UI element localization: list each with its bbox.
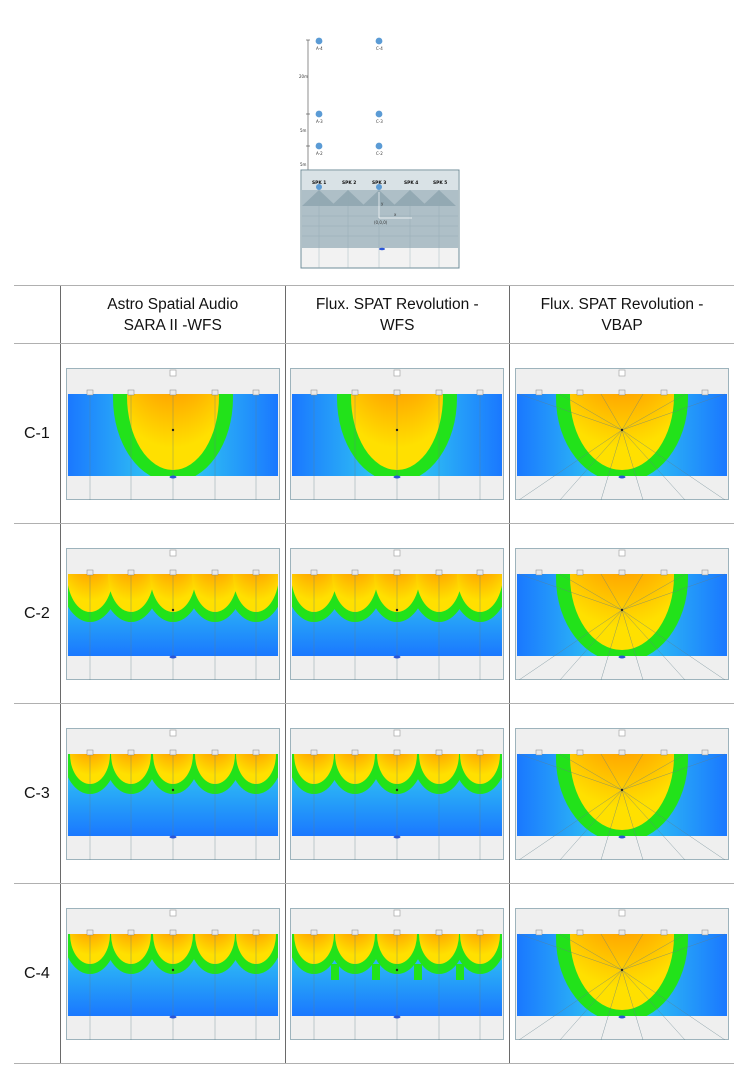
corner-cell bbox=[14, 285, 61, 344]
sim-cell bbox=[509, 883, 734, 1064]
column-header-sara: Astro Spatial Audio SARA II -WFS bbox=[60, 285, 285, 344]
sound-field-map bbox=[65, 907, 280, 1040]
sim-cell bbox=[284, 523, 510, 704]
source-label: A-3 bbox=[316, 119, 323, 124]
sound-field-map bbox=[65, 727, 280, 860]
source-position-a1 bbox=[316, 184, 322, 190]
comparison-table: Astro Spatial Audio SARA II -WFS Flux. S… bbox=[14, 285, 734, 1064]
sound-field-map bbox=[515, 367, 729, 500]
sim-cell bbox=[284, 703, 510, 884]
sound-field-map bbox=[290, 367, 505, 500]
source-label: C-4 bbox=[376, 46, 383, 51]
speaker-label: SPK 5 bbox=[433, 180, 447, 186]
stage-area: SPK 1 SPK 2 SPK 3 SPK 4 SPK 5 y x (0,0,0… bbox=[300, 169, 460, 269]
row-label: C-3 bbox=[14, 703, 61, 884]
sound-field-map bbox=[515, 907, 729, 1040]
speaker-label: SPK 4 bbox=[404, 180, 418, 186]
sim-cell bbox=[60, 883, 285, 1064]
sim-cell bbox=[509, 703, 734, 884]
sim-cell bbox=[60, 523, 285, 704]
table-row: C-3 bbox=[14, 703, 734, 884]
axis-tick-label: 20m bbox=[299, 74, 308, 79]
source-label: A-2 bbox=[316, 151, 323, 156]
column-header-spat-vbap: Flux. SPAT Revolution - VBAP bbox=[509, 285, 734, 344]
speaker-label: SPK 2 bbox=[342, 180, 356, 186]
source-position-c1 bbox=[376, 184, 382, 190]
sound-field-map bbox=[290, 727, 505, 860]
axis-mark: y bbox=[381, 201, 384, 206]
sim-cell bbox=[284, 343, 510, 524]
source-position-c2: C-2 bbox=[375, 142, 383, 156]
listener-marker bbox=[379, 247, 385, 251]
row-label: C-2 bbox=[14, 523, 61, 704]
sound-field-map bbox=[290, 547, 505, 680]
source-label: C-2 bbox=[376, 151, 383, 156]
table-row: C-2 bbox=[14, 523, 734, 704]
source-position-c3: C-3 bbox=[375, 110, 383, 124]
table-row: C-4 bbox=[14, 883, 734, 1064]
source-position-c4: C-4 bbox=[375, 37, 383, 51]
sound-field-map bbox=[65, 547, 280, 680]
layout-svg: 20m 5m 5m A-4 C-4 A-3 C-3 A-2 C-2 bbox=[299, 37, 460, 269]
sim-cell bbox=[60, 703, 285, 884]
column-header-spat-wfs: Flux. SPAT Revolution - WFS bbox=[284, 285, 510, 344]
table-header-row: Astro Spatial Audio SARA II -WFS Flux. S… bbox=[14, 285, 734, 344]
source-position-a4: A-4 bbox=[315, 37, 323, 51]
source-label: A-4 bbox=[316, 46, 323, 51]
source-label: C-3 bbox=[376, 119, 383, 124]
speaker-layout-diagram: 20m 5m 5m A-4 C-4 A-3 C-3 A-2 C-2 bbox=[288, 30, 468, 270]
sim-cell bbox=[284, 883, 510, 1064]
source-position-a2: A-2 bbox=[315, 142, 323, 156]
row-label: C-1 bbox=[14, 343, 61, 524]
sound-field-map bbox=[515, 547, 729, 680]
sound-field-map bbox=[515, 727, 729, 860]
speaker-label: SPK 1 bbox=[312, 180, 326, 186]
sim-cell bbox=[509, 343, 734, 524]
table-row: C-1 bbox=[14, 343, 734, 524]
sim-cell bbox=[60, 343, 285, 524]
axis-tick-label: 5m bbox=[300, 162, 307, 167]
header-line: VBAP bbox=[601, 316, 643, 334]
header-line: Flux. SPAT Revolution - bbox=[540, 295, 704, 313]
origin-label: (0,0,0) bbox=[374, 220, 388, 225]
speaker-label: SPK 3 bbox=[372, 180, 386, 186]
sound-field-map bbox=[290, 907, 505, 1040]
axis-tick-label: 5m bbox=[300, 128, 307, 133]
row-label: C-4 bbox=[14, 883, 61, 1064]
header-line: WFS bbox=[380, 316, 415, 334]
source-position-a3: A-3 bbox=[315, 110, 323, 124]
header-line: Flux. SPAT Revolution - bbox=[315, 295, 479, 313]
header-line: Astro Spatial Audio bbox=[107, 295, 239, 313]
sound-field-map bbox=[65, 367, 280, 500]
sim-cell bbox=[509, 523, 734, 704]
axis-mark: x bbox=[394, 212, 397, 217]
header-line: SARA II -WFS bbox=[123, 316, 222, 334]
